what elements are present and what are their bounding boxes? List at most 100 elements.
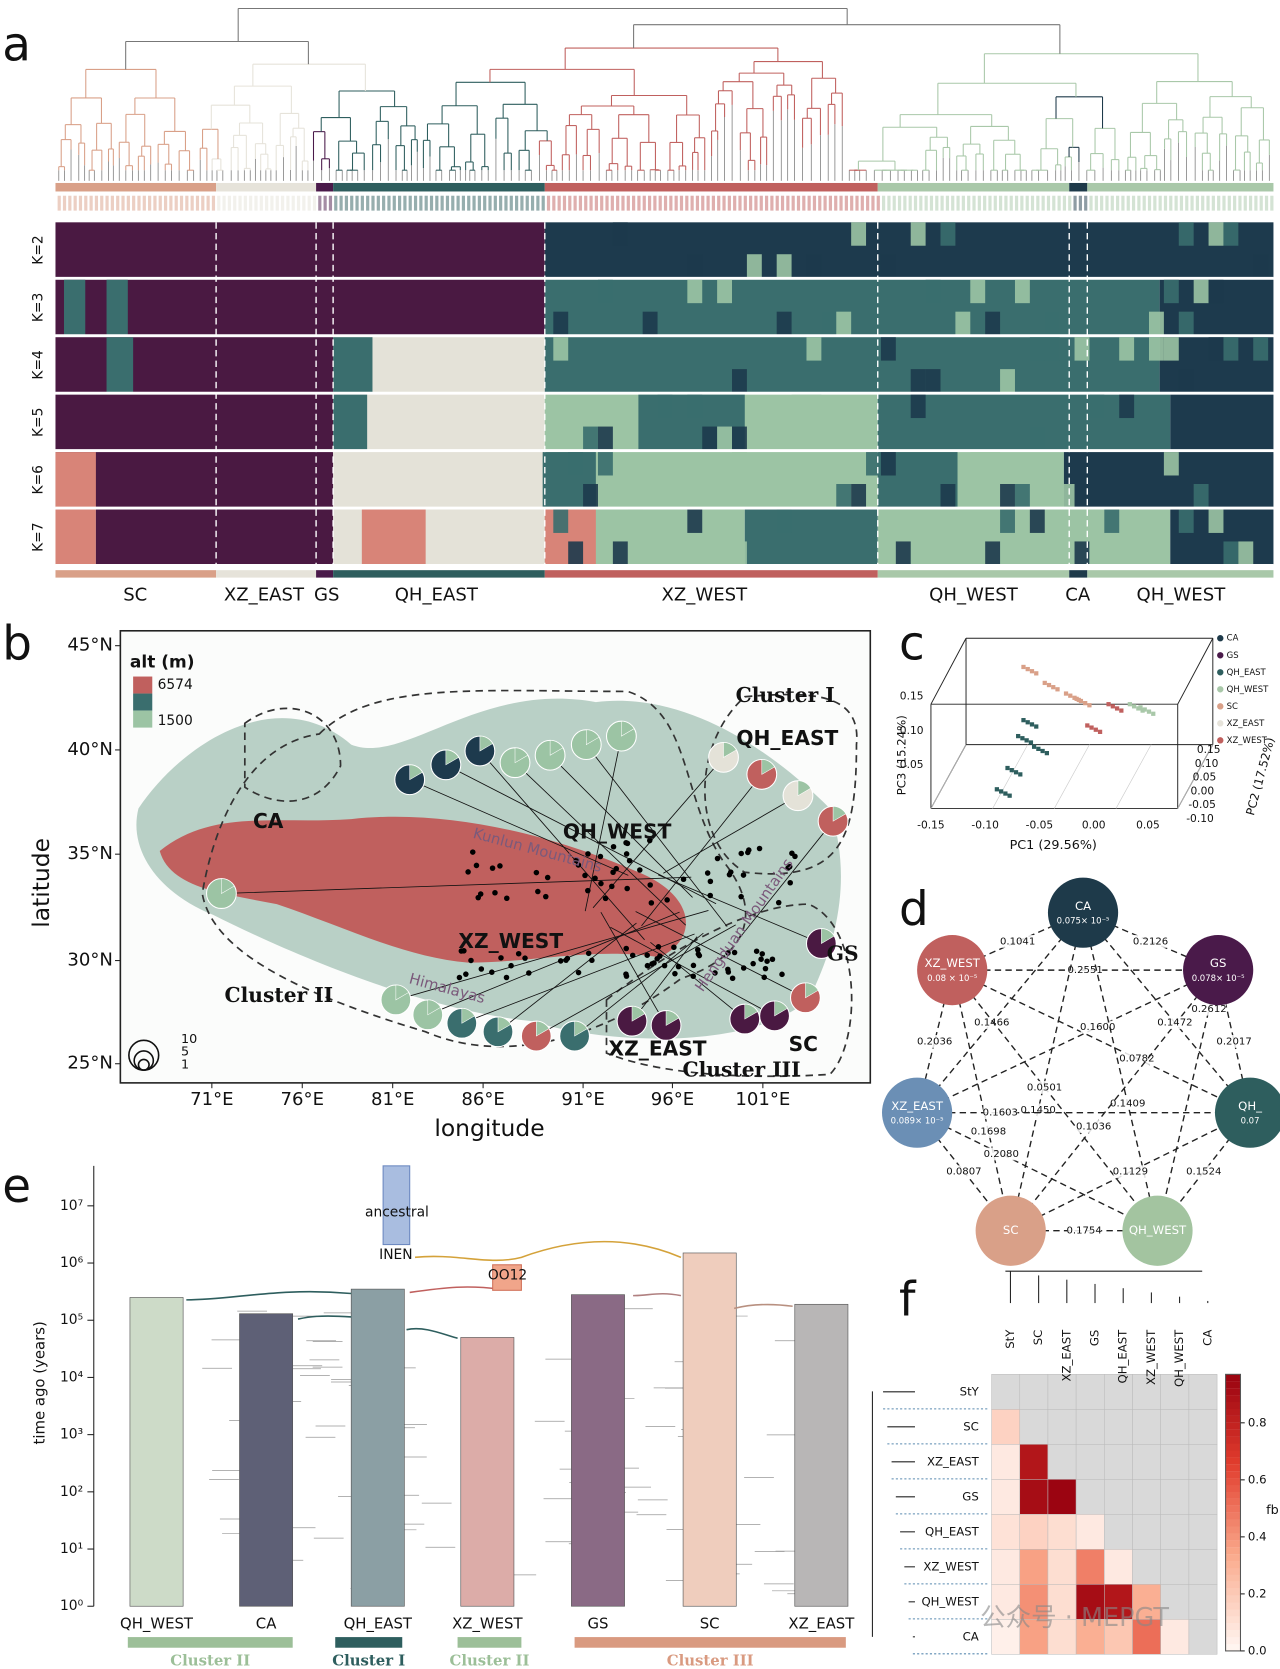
size-legend <box>137 1058 150 1071</box>
sample-site <box>585 851 591 857</box>
cluster-outline <box>605 903 853 1078</box>
sample-tick <box>733 195 737 211</box>
sample-site <box>526 970 532 976</box>
sample-tick <box>1009 195 1013 211</box>
admixture-block <box>55 279 545 336</box>
empty-cell <box>1047 1444 1077 1480</box>
sample-tick <box>695 195 700 211</box>
admixture-jag <box>642 311 658 336</box>
pie-leader <box>221 876 692 894</box>
empty-cell <box>991 1374 1021 1410</box>
heat-cell <box>1075 1514 1105 1550</box>
axis-label: time ago (years) <box>31 1321 49 1444</box>
colorbar-step <box>1225 1395 1241 1403</box>
heat-cell <box>1019 1619 1049 1655</box>
sample-tick <box>1084 195 1088 211</box>
sample-site <box>738 850 745 857</box>
sample-tick <box>1116 195 1120 211</box>
k-label: K=7 <box>30 522 46 551</box>
admixture-jag <box>1044 483 1060 508</box>
legend-title: alt (m) <box>130 653 195 673</box>
pca-point <box>1036 746 1041 751</box>
node <box>975 1195 1046 1266</box>
heat-cell <box>991 1409 1021 1445</box>
admixture-jag <box>583 483 598 508</box>
pie-slice <box>395 984 410 1001</box>
group-bar-top <box>1087 182 1274 192</box>
sample-tick <box>1020 195 1024 211</box>
group-label: QH_WEST <box>929 585 1019 606</box>
sample-site <box>504 895 510 902</box>
edge-label-bg <box>1080 1020 1115 1034</box>
sample-tick <box>227 195 231 211</box>
sample-tick <box>881 195 886 211</box>
lat-tick: 30°N <box>67 950 113 971</box>
panel-letter: c <box>899 617 925 671</box>
colorbar-step <box>1225 1471 1241 1479</box>
admixture-jag <box>1253 254 1269 278</box>
admixture-jag <box>612 222 628 246</box>
sample-tick <box>307 195 311 211</box>
sample-tick <box>972 195 976 211</box>
sample-site <box>758 956 764 962</box>
map-label: XZ_EAST <box>608 1036 706 1060</box>
edge-label: 0.1409 <box>1110 1099 1145 1110</box>
sample-tick <box>424 195 428 211</box>
column-label: StY <box>1003 1329 1017 1349</box>
sample-tick <box>270 195 274 211</box>
sample-tick <box>1195 195 1199 211</box>
floor-grid <box>930 744 967 809</box>
group-label: XZ_EAST <box>224 585 305 606</box>
sample-site <box>623 971 629 977</box>
sample-tick <box>919 195 923 211</box>
sample-site <box>657 953 663 959</box>
k-label: K=5 <box>30 408 46 437</box>
edge-label-bg <box>1110 1097 1145 1110</box>
sample-tick <box>568 195 572 211</box>
sample-tick <box>408 195 412 211</box>
admixture-jag <box>583 426 598 450</box>
admixture-jag <box>776 509 792 533</box>
sample-tick <box>445 195 450 211</box>
node-name: SC <box>1003 1223 1019 1237</box>
admixture-jag <box>1208 222 1224 246</box>
admixture-jag <box>702 426 718 450</box>
pie-leader <box>514 762 687 926</box>
sample-tick <box>355 195 359 211</box>
heat-cell <box>1104 1619 1133 1655</box>
sample-tick <box>344 195 349 211</box>
edge <box>1010 912 1084 1231</box>
sample-tick <box>419 195 423 211</box>
pie-slice <box>427 999 441 1016</box>
node-name: XZ_WEST <box>925 956 981 970</box>
sample-tick <box>1057 195 1061 211</box>
admixture-jag <box>910 222 926 246</box>
sample-tick <box>626 195 630 211</box>
sample-tick <box>243 195 247 211</box>
sample-site <box>726 871 733 878</box>
group-label: CA <box>1065 585 1091 606</box>
y-tick-label: 10⁴ <box>60 1369 84 1385</box>
floor-grid <box>1115 744 1152 809</box>
admixture-jag <box>1148 311 1164 336</box>
pca-point <box>1068 693 1073 698</box>
sample-tick <box>871 195 875 211</box>
sample-tick <box>291 195 295 211</box>
y-tick: -0.05 <box>1188 798 1216 811</box>
z-tick: 0.10 <box>900 724 924 737</box>
column-label: XZ_EAST <box>1059 1329 1073 1382</box>
map-label: SC <box>789 1032 818 1056</box>
lat-tick: 25°N <box>67 1053 113 1074</box>
admixture-jag <box>553 311 569 336</box>
admixture-jag <box>1178 509 1194 533</box>
sample-tick <box>376 195 380 211</box>
sample-tick <box>100 195 104 211</box>
sample-tick <box>520 195 524 211</box>
sample-tick <box>472 195 476 211</box>
sample-site <box>629 952 636 959</box>
legend-dot <box>1217 737 1224 744</box>
admixture-jag <box>732 426 747 450</box>
empty-cell <box>1019 1374 1049 1410</box>
sample-site <box>624 840 631 847</box>
empty-cell <box>1104 1479 1133 1515</box>
